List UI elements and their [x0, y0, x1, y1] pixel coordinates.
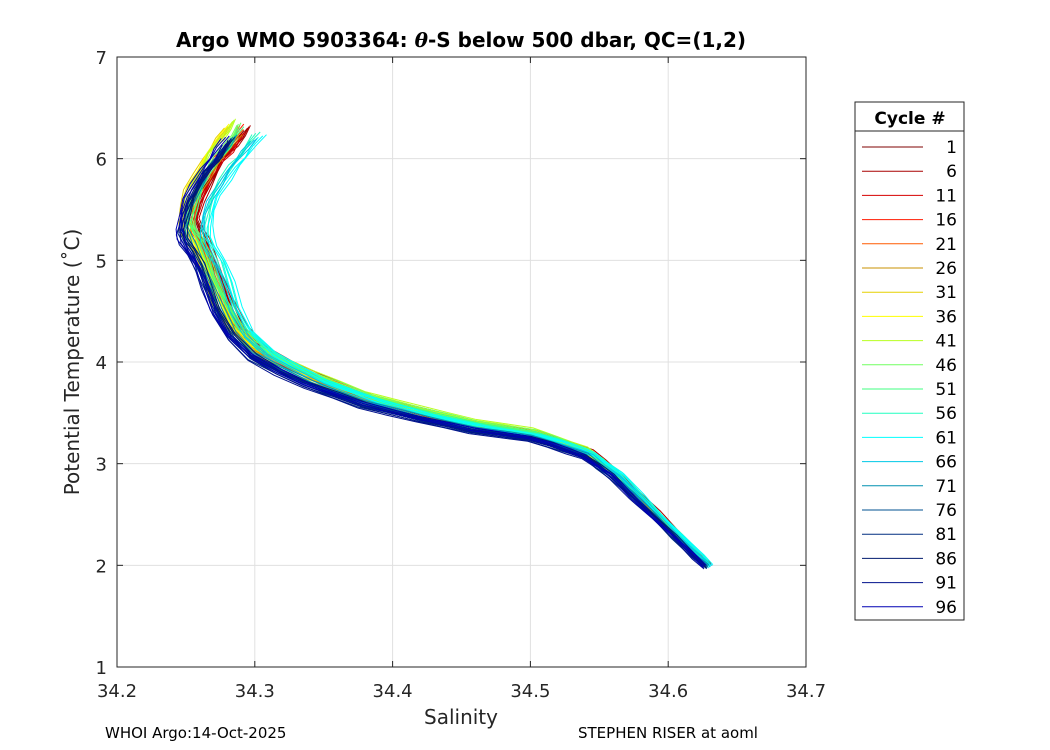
legend: Cycle # 16111621263136414651566166717681… — [854, 101, 965, 621]
grid-lines — [116, 56, 807, 668]
y-tick-label: 2 — [96, 556, 107, 577]
legend-entry: 91 — [862, 574, 957, 594]
x-tick-label: 34.6 — [648, 681, 688, 702]
y-tick-label: 4 — [96, 353, 107, 374]
x-tick-label: 34.2 — [97, 681, 137, 702]
legend-entry: 46 — [862, 356, 957, 376]
legend-entry: 66 — [862, 453, 957, 473]
legend-label: 16 — [935, 211, 957, 231]
legend-entry: 86 — [862, 549, 957, 569]
legend-entry: 21 — [862, 235, 957, 255]
legend-entry: 76 — [862, 501, 957, 521]
axis-ticks: 34.2 34.3 34.4 34.5 34.6 34.7 1 2 3 4 5 6 7 — [96, 48, 826, 702]
legend-label: 26 — [935, 259, 957, 279]
footer-left: WHOI Argo:14-Oct-2025 — [105, 724, 287, 742]
legend-entry: 51 — [862, 380, 957, 400]
legend-entry: 6 — [862, 162, 957, 182]
y-tick-label: 6 — [96, 150, 107, 171]
legend-label: 86 — [935, 549, 957, 569]
legend-entry: 96 — [862, 598, 957, 618]
legend-label: 76 — [935, 501, 957, 521]
legend-entry: 1 — [862, 138, 957, 158]
series-line — [186, 136, 706, 566]
series-line — [175, 138, 704, 568]
legend-entry: 16 — [862, 211, 957, 231]
y-axis-label: Potential Temperature (˚C) — [60, 229, 84, 496]
x-tick-label: 34.7 — [786, 681, 826, 702]
legend-label: 46 — [935, 356, 957, 376]
legend-label: 81 — [935, 525, 957, 545]
footer-right: STEPHEN RISER at aoml — [578, 724, 758, 742]
legend-label: 56 — [935, 404, 957, 424]
legend-entry: 36 — [862, 307, 957, 327]
legend-label: 21 — [935, 235, 957, 255]
x-tick-label: 34.3 — [235, 681, 275, 702]
legend-label: 51 — [935, 380, 957, 400]
series-cycle-61 — [206, 134, 714, 568]
legend-label: 11 — [935, 186, 957, 206]
legend-label: 66 — [935, 453, 957, 473]
legend-entry: 56 — [862, 404, 957, 424]
y-tick-label: 1 — [96, 658, 107, 679]
legend-entry: 31 — [862, 283, 957, 303]
y-tick-label: 5 — [96, 251, 107, 272]
legend-label: 1 — [946, 138, 957, 158]
legend-label: 61 — [935, 428, 957, 448]
y-tick-label: 3 — [96, 455, 107, 476]
legend-label: 6 — [946, 162, 957, 182]
y-tick-label: 7 — [96, 48, 107, 69]
chart-title: Argo WMO 5903364: θ-S below 500 dbar, QC… — [176, 28, 746, 52]
x-tick-label: 34.5 — [510, 681, 550, 702]
legend-label: 36 — [935, 307, 957, 327]
series-line — [181, 135, 707, 566]
x-tick-label: 34.4 — [373, 681, 413, 702]
series-cycle-96 — [175, 135, 707, 568]
series-line — [203, 138, 713, 566]
series-line — [206, 136, 711, 568]
legend-label: 96 — [935, 598, 957, 618]
series-line — [209, 135, 712, 567]
x-axis-label: Salinity — [424, 705, 498, 729]
legend-box — [854, 101, 965, 621]
legend-label: 91 — [935, 574, 957, 594]
legend-title: Cycle # — [874, 109, 945, 129]
series-line — [179, 136, 705, 567]
series-line — [212, 134, 714, 566]
series-group — [175, 118, 714, 570]
legend-entry: 11 — [862, 186, 957, 206]
legend-entry: 81 — [862, 525, 957, 545]
legend-entry: 41 — [862, 332, 957, 352]
series-line — [175, 144, 705, 570]
legend-entry: 26 — [862, 259, 957, 279]
legend-entry: 61 — [862, 428, 957, 448]
legend-entry: 71 — [862, 477, 957, 497]
legend-label: 71 — [935, 477, 957, 497]
legend-label: 31 — [935, 283, 957, 303]
legend-label: 41 — [935, 332, 957, 352]
